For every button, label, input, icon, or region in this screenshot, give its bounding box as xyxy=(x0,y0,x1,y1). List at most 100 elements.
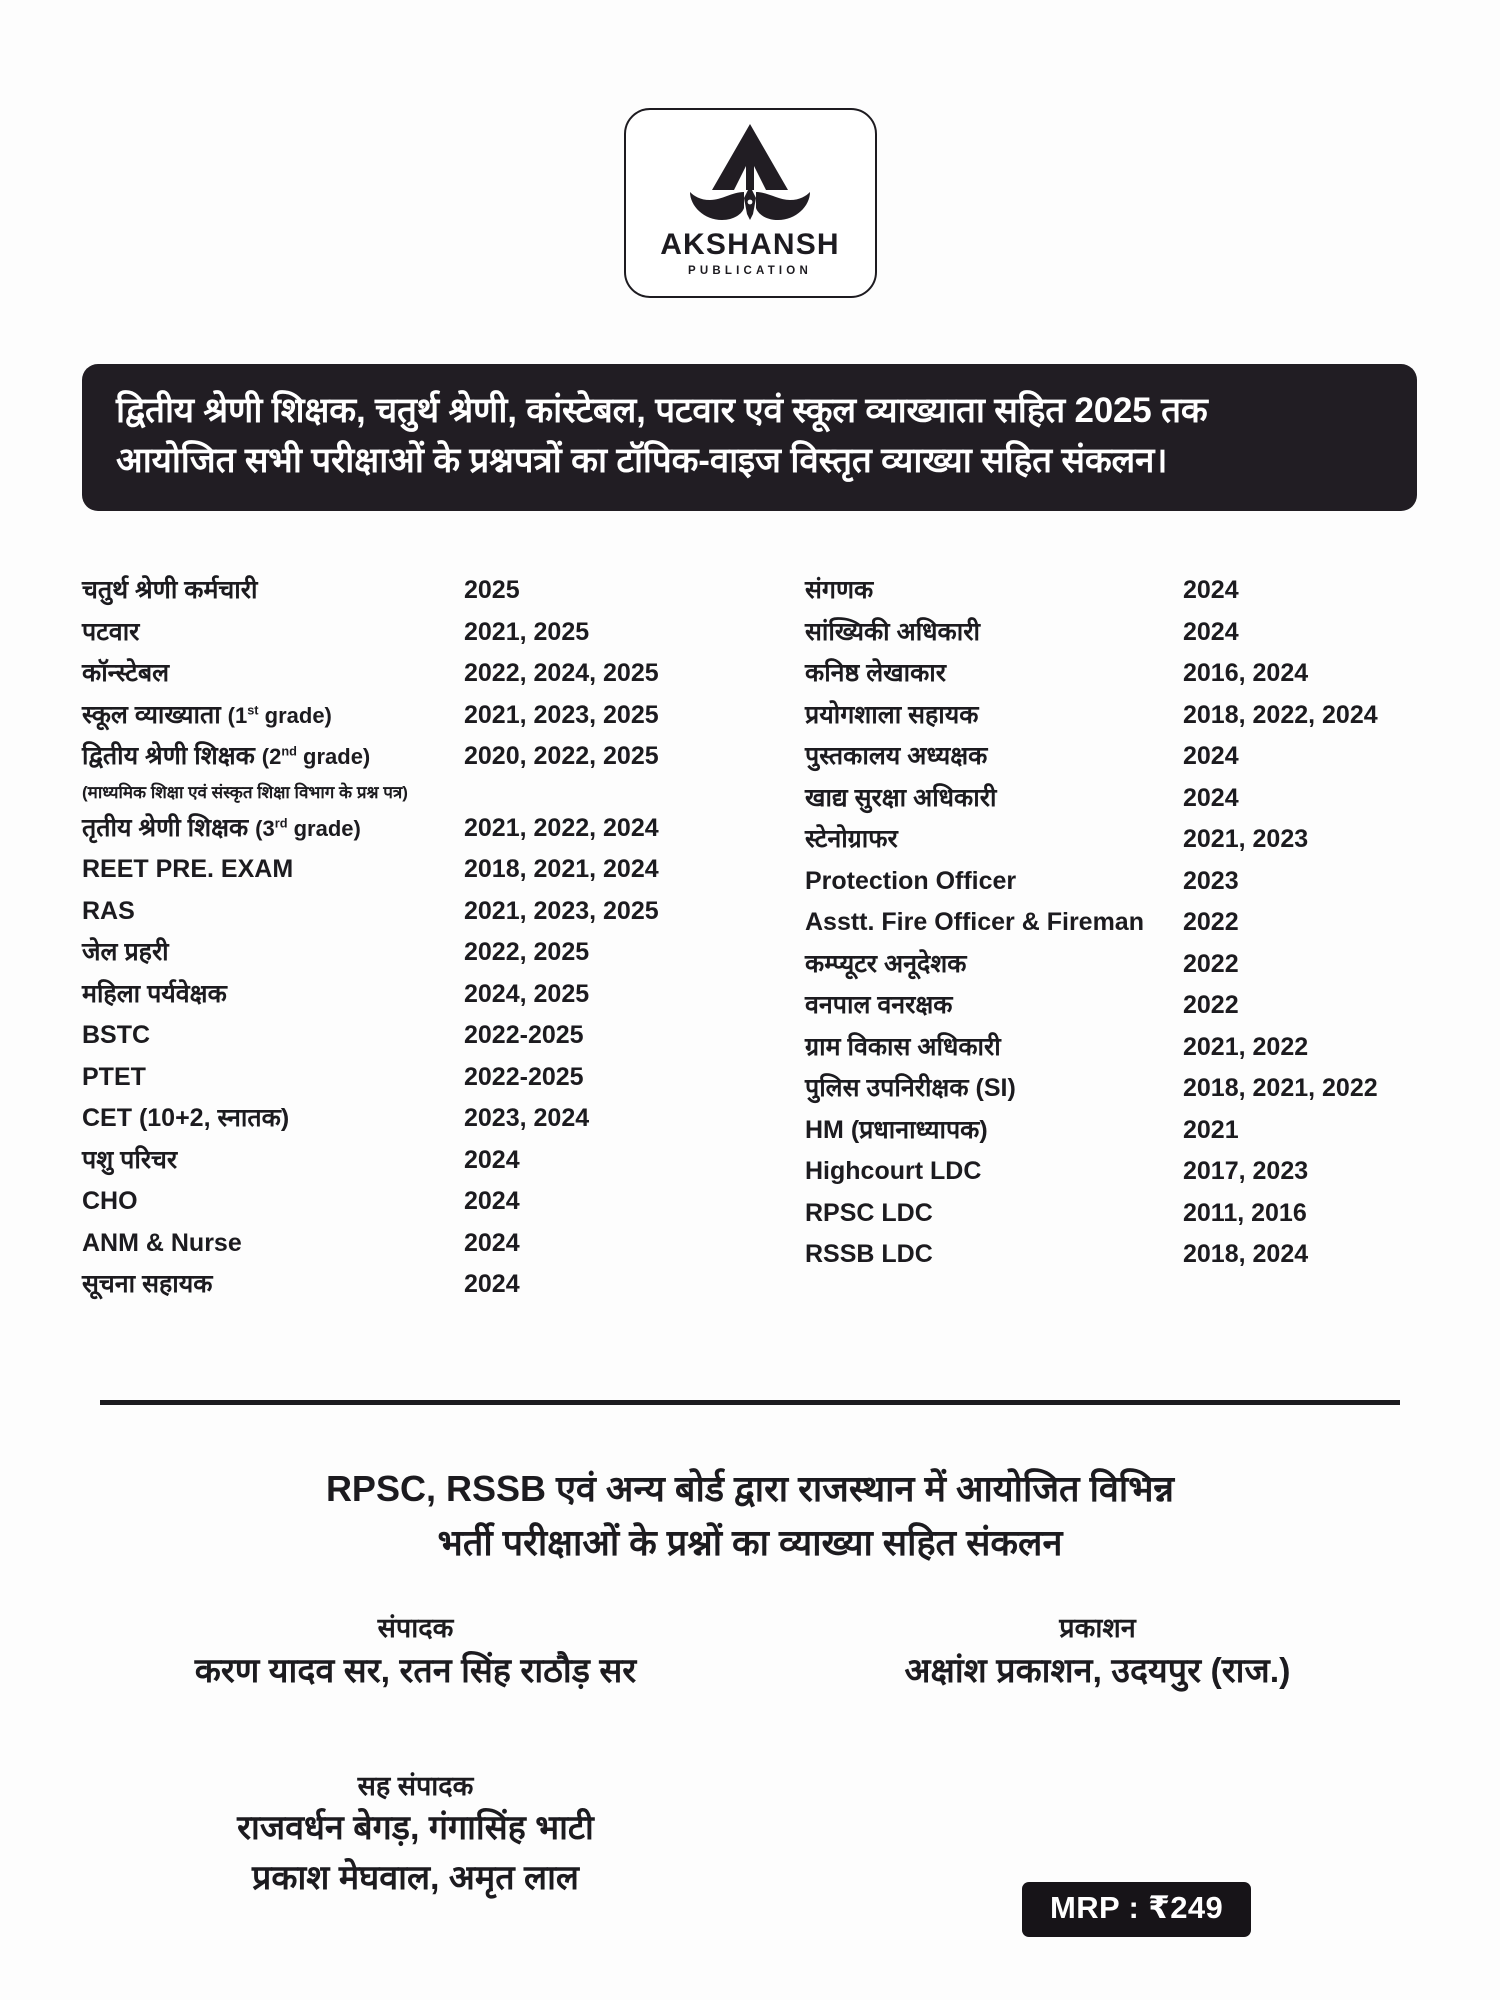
coeditor-block: सह संपादक राजवर्धन बेगड़, गंगासिंह भाटी … xyxy=(82,1770,749,1902)
exam-name: RPSC LDC xyxy=(805,1198,933,1227)
coeditor-label: सह संपादक xyxy=(357,1771,474,1801)
exam-years: 2024 xyxy=(1183,617,1239,646)
exam-row: स्कूल व्याख्याता (1st grade) 2021, 2023, … xyxy=(82,701,749,743)
exam-name: प्रयोगशाला सहायक xyxy=(805,700,979,729)
exam-years: 2016, 2024 xyxy=(1183,659,1309,687)
section-divider xyxy=(100,1400,1400,1405)
exam-row: Highcourt LDC 2017, 2023 xyxy=(805,1157,1416,1199)
exam-years: 2023 xyxy=(1183,866,1239,895)
exam-years: 2018, 2021, 2022 xyxy=(1183,1074,1378,1102)
exam-name: Protection Officer xyxy=(805,866,1017,895)
exam-row: ANM & Nurse 2024 xyxy=(82,1229,749,1271)
exam-years: 2021, 2023 xyxy=(1183,825,1309,853)
exam-list-section: चतुर्थ श्रेणी कर्मचारी 2025 पटवार 2021, 202… xyxy=(82,576,1417,1312)
exam-name: तृतीय श्रेणी शिक्षक (3rd grade) xyxy=(82,813,361,842)
exam-row: प्रयोगशाला सहायक 2018, 2022, 2024 xyxy=(805,701,1416,743)
exam-years: 2025 xyxy=(464,576,520,604)
exam-years: 2021, 2022 xyxy=(1183,1032,1309,1061)
exam-years: 2024 xyxy=(1183,576,1239,604)
exam-row: पुलिस उपनिरीक्षक (SI) 2018, 2021, 2022 xyxy=(805,1074,1416,1116)
exam-name: ग्राम विकास अधिकारी xyxy=(805,1032,1001,1061)
exam-years: 2024, 2025 xyxy=(464,979,590,1008)
exam-name: सांख्यिकी अधिकारी xyxy=(805,617,980,646)
exam-years: 2022, 2025 xyxy=(464,938,590,966)
exam-row: REET PRE. EXAM 2018, 2021, 2024 xyxy=(82,855,749,897)
editor-names: करण यादव सर, रतन सिंह राठौड़ सर xyxy=(194,1652,637,1691)
publisher-label: प्रकाशन xyxy=(1059,1613,1136,1643)
editor-label: संपादक xyxy=(377,1613,454,1643)
exam-name: पुस्तकालय अध्यक्षक xyxy=(805,742,988,770)
exam-name: जेल प्रहरी xyxy=(82,938,169,966)
exam-name: PTET xyxy=(82,1062,146,1091)
headline-line-1: द्वितीय श्रेणी शिक्षक, चतुर्थ श्रेणी, का… xyxy=(116,391,1208,430)
coeditor-names-line-1: राजवर्धन बेगड़, गंगासिंह भाटी xyxy=(237,1809,594,1848)
exam-years: 2022 xyxy=(1183,991,1239,1019)
exam-row: RPSC LDC 2011, 2016 xyxy=(805,1199,1416,1241)
exam-name: CET (10+2, स्नातक) xyxy=(82,1104,290,1132)
exam-name: महिला पर्यवेक्षक xyxy=(82,979,227,1008)
exam-years: 2024 xyxy=(1183,742,1239,770)
exam-name: BSTC xyxy=(82,1021,151,1049)
credits-section: संपादक करण यादव सर, रतन सिंह राठौड़ सर प… xyxy=(82,1612,1417,1695)
exam-years: 2024 xyxy=(464,1145,520,1174)
exam-row: तृतीय श्रेणी शिक्षक (3rd grade) 2021, 202… xyxy=(82,814,749,856)
editor-block: संपादक करण यादव सर, रतन सिंह राठौड़ सर xyxy=(82,1612,749,1695)
exam-years: 2024 xyxy=(464,1228,520,1257)
exam-name: ANM & Nurse xyxy=(82,1228,242,1257)
subtitle-line-2: भर्ती परीक्षाओं के प्रश्नों का व्याख्या … xyxy=(437,1522,1063,1563)
exam-row: Asstt. Fire Officer & Fireman 2022 xyxy=(805,908,1416,950)
exam-years: 2024 xyxy=(464,1270,520,1298)
exam-row: CET (10+2, स्नातक) 2023, 2024 xyxy=(82,1104,749,1146)
exam-row: PTET 2022-2025 xyxy=(82,1063,749,1105)
exam-name: RSSB LDC xyxy=(805,1240,933,1268)
logo-frame: AKSHANSH PUBLICATION xyxy=(623,108,877,298)
logo-wordmark: AKSHANSH xyxy=(660,228,840,261)
exam-years: 2022-2025 xyxy=(464,1062,584,1091)
headline-banner: द्वितीय श्रेणी शिक्षक, चतुर्थ श्रेणी, का… xyxy=(82,364,1417,512)
exam-name: सूचना सहायक xyxy=(82,1270,213,1298)
publisher-logo: AKSHANSH PUBLICATION xyxy=(0,108,1500,298)
exam-name: संगणक xyxy=(805,576,874,604)
exam-years: 2021, 2022, 2024 xyxy=(464,813,659,842)
exam-list-right-column: संगणक 2024 सांख्यिकी अधिकारी 2024 कनिष्ठ लेख… xyxy=(749,576,1416,1312)
exam-row: स्टेनोग्राफर 2021, 2023 xyxy=(805,825,1416,867)
exam-name: HM (प्रधानाध्यापक) xyxy=(805,1115,988,1144)
mrp-badge: MRP : ₹249 xyxy=(1022,1882,1252,1938)
exam-name: चतुर्थ श्रेणी कर्मचारी xyxy=(82,576,258,604)
exam-years: 2022 xyxy=(1183,949,1239,978)
exam-name: पटवार xyxy=(82,617,140,646)
exam-years: 2024 xyxy=(1183,783,1239,812)
exam-row: सांख्यिकी अधिकारी 2024 xyxy=(805,618,1416,660)
exam-row: BSTC 2022-2025 xyxy=(82,1021,749,1063)
exam-row: कनिष्ठ लेखाकार 2016, 2024 xyxy=(805,659,1416,701)
exam-row: HM (प्रधानाध्यापक) 2021 xyxy=(805,1116,1416,1158)
coeditor-names-line-2: प्रकाश मेघवाल, अमृत लाल xyxy=(252,1859,579,1898)
akshansh-triangle-pen-emblem xyxy=(690,124,810,220)
exam-name: कनिष्ठ लेखाकार xyxy=(805,659,946,687)
exam-row: महिला पर्यवेक्षक 2024, 2025 xyxy=(82,980,749,1022)
exam-name: Highcourt LDC xyxy=(805,1157,982,1185)
exam-row: सूचना सहायक 2024 xyxy=(82,1270,749,1312)
exam-name: CHO xyxy=(82,1187,138,1215)
exam-years: 2018, 2024 xyxy=(1183,1240,1309,1268)
exam-row: संगणक 2024 xyxy=(805,576,1416,618)
exam-row: CHO 2024 xyxy=(82,1187,749,1229)
exam-name: RAS xyxy=(82,896,135,925)
exam-row: जेल प्रहरी 2022, 2025 xyxy=(82,938,749,980)
exam-row: द्वितीय श्रेणी शिक्षक (2nd grade) 2020, 2… xyxy=(82,742,749,784)
exam-years: 2023, 2024 xyxy=(464,1104,590,1132)
exam-row: पशु परिचर 2024 xyxy=(82,1146,749,1188)
exam-name: Asstt. Fire Officer & Fireman xyxy=(805,908,1144,936)
exam-row: पुस्तकालय अध्यक्षक 2024 xyxy=(805,742,1416,784)
logo-subtitle: PUBLICATION xyxy=(688,265,812,277)
exam-row: पटवार 2021, 2025 xyxy=(82,618,749,660)
exam-years: 2022 xyxy=(1183,908,1239,936)
exam-row: RAS 2021, 2023, 2025 xyxy=(82,897,749,939)
exam-years: 2021 xyxy=(1183,1115,1239,1144)
exam-name: कॉन्स्टेबल xyxy=(82,659,170,687)
mrp-text: MRP : ₹249 xyxy=(1050,1890,1224,1925)
exam-row: RSSB LDC 2018, 2024 xyxy=(805,1240,1416,1282)
exam-name: वनपाल वनरक्षक xyxy=(805,991,953,1019)
exam-row: Protection Officer 2023 xyxy=(805,867,1416,909)
